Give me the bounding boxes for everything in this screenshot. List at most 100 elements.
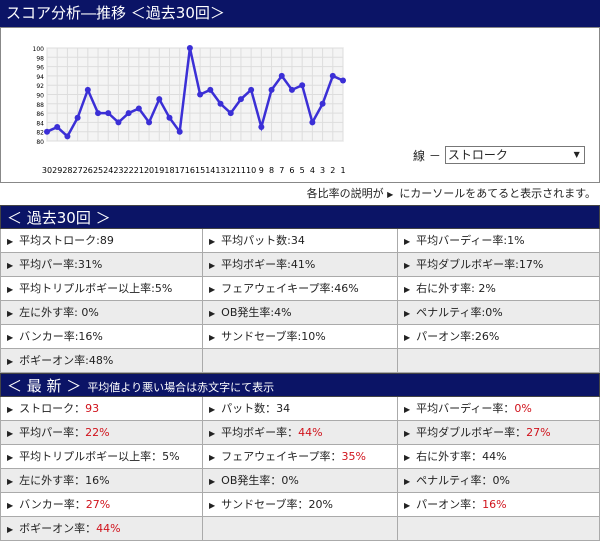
item-label: ボギーオン率： xyxy=(19,522,97,535)
arrow-icon: ▶ xyxy=(7,477,14,486)
point xyxy=(125,110,132,117)
x-tick-label: 22 xyxy=(124,166,134,175)
arrow-icon: ▶ xyxy=(404,429,411,438)
item-value: 27% xyxy=(85,498,111,511)
arrow-icon: ▶ xyxy=(7,453,14,462)
select-box[interactable]: ストローク xyxy=(444,146,585,164)
section-header: ＜ 過去30回 ＞ xyxy=(0,205,600,229)
cell: ▶ サンドセーブ率:10% xyxy=(203,325,398,349)
cell: ▶ ペナルティ率：0% xyxy=(398,469,600,493)
x-tick-label: 24 xyxy=(103,166,113,175)
cell: ▶ 平均ダブルボギー率：27% xyxy=(398,421,600,445)
item-text: ペナルティ率:0% xyxy=(416,306,503,319)
arrow-icon: ▶ xyxy=(209,453,216,462)
cell: ▶ パーオン率:26% xyxy=(398,325,600,349)
cell: ▶ 平均ボギー率:41% xyxy=(203,253,398,277)
point xyxy=(340,77,346,84)
cell: ▶ 左に外す率：16% xyxy=(0,469,203,493)
point xyxy=(186,45,193,51)
item-value: 93 xyxy=(85,402,100,415)
point xyxy=(288,86,295,93)
arrow-icon: ▶ xyxy=(404,477,411,486)
arrow-icon: ▶ xyxy=(404,285,411,294)
point xyxy=(176,128,183,135)
item-label: パット数： xyxy=(221,402,277,415)
point xyxy=(227,110,234,117)
x-tick-label: 27 xyxy=(73,166,83,175)
point xyxy=(299,82,306,89)
x-tick-label: 7 xyxy=(279,166,284,175)
y-tick-label: 96 xyxy=(36,65,44,72)
arrow-icon: ▶ xyxy=(209,429,216,438)
cell: ▶ 平均ボギー率：44% xyxy=(203,421,398,445)
x-tick-label: 1 xyxy=(340,166,345,175)
item-label: 平均ボギー率： xyxy=(221,426,299,439)
note-text: 各比率の説明が xyxy=(306,187,384,200)
y-tick-label: 80 xyxy=(36,139,44,146)
point xyxy=(248,86,255,93)
arrow-icon: ▶ xyxy=(209,333,216,342)
item-value: 0% xyxy=(514,402,532,415)
item-value: 44% xyxy=(482,450,507,463)
arrow-icon: ▶ xyxy=(404,261,411,270)
arrow-icon: ▶ xyxy=(7,333,14,342)
x-tick-label: 3 xyxy=(320,166,325,175)
arrow-icon: ▶ xyxy=(7,261,14,270)
item-label: 左に外す率： xyxy=(19,474,86,487)
cell xyxy=(398,517,600,541)
x-tick-label: 5 xyxy=(300,166,305,175)
arrow-icon: ▶ xyxy=(404,405,411,414)
cell: ▶ 平均バーディー率:1% xyxy=(398,229,600,253)
cell xyxy=(398,349,600,373)
x-tick-label: 15 xyxy=(195,166,205,175)
cell: ▶ フェアウェイキープ率:46% xyxy=(203,277,398,301)
arrow-icon: ▶ xyxy=(209,405,216,414)
item-text: 平均パー率:31% xyxy=(19,258,103,271)
item-label: 右に外す率： xyxy=(416,450,483,463)
item-text: フェアウェイキープ率:46% xyxy=(221,282,359,295)
item-label: ペナルティ率： xyxy=(416,474,493,487)
y-tick-label: 90 xyxy=(36,93,44,100)
item-value: 35% xyxy=(341,450,366,463)
arrow-icon: ▶ xyxy=(209,285,216,294)
x-tick-label: 9 xyxy=(259,166,264,175)
arrow-icon: ▶ xyxy=(209,501,216,510)
y-tick-label: 92 xyxy=(36,83,44,90)
arrow-icon: ▶ xyxy=(7,357,14,366)
point xyxy=(207,86,214,93)
point xyxy=(54,124,61,131)
point xyxy=(237,96,244,103)
arrow-icon: ▶ xyxy=(7,429,14,438)
x-tick-label: 18 xyxy=(164,166,174,175)
item-label: バンカー率： xyxy=(19,498,86,511)
item-text: 平均バーディー率:1% xyxy=(416,234,525,247)
item-label: 平均パー率： xyxy=(19,426,86,439)
point xyxy=(278,72,285,79)
item-value: 22% xyxy=(85,426,110,439)
x-tick-label: 17 xyxy=(175,166,185,175)
cell: ▶ 平均トリプルボギー以上率：5% xyxy=(0,445,203,469)
point xyxy=(44,128,50,135)
cell: ▶ バンカー率：27% xyxy=(0,493,203,517)
item-label: フェアウェイキープ率： xyxy=(221,450,342,463)
item-value: 27% xyxy=(526,426,551,439)
cell xyxy=(203,349,398,373)
item-label: OB発生率： xyxy=(221,474,282,487)
cell: ▶ 平均ダブルボギー率:17% xyxy=(398,253,600,277)
point xyxy=(135,105,142,112)
item-label: パーオン率： xyxy=(416,498,483,511)
cell: ▶ 右に外す率：44% xyxy=(398,445,600,469)
cell: ▶ ストローク：93 xyxy=(0,397,203,421)
arrow-icon: ▶ xyxy=(404,309,411,318)
arrow-icon: ▶ xyxy=(209,309,216,318)
cell: ▶ 右に外す率: 2% xyxy=(398,277,600,301)
section-title: ＜ 過去30回 ＞ xyxy=(7,209,111,227)
point xyxy=(166,114,173,121)
x-tick-label: 28 xyxy=(62,166,72,175)
x-tick-label: 2 xyxy=(330,166,335,175)
x-tick-label: 4 xyxy=(310,166,315,175)
item-label: ストローク： xyxy=(19,402,86,415)
x-tick-label: 21 xyxy=(134,166,144,175)
item-text: ボギーオン率:48% xyxy=(19,354,114,367)
cell: ▶ パット数：34 xyxy=(203,397,398,421)
